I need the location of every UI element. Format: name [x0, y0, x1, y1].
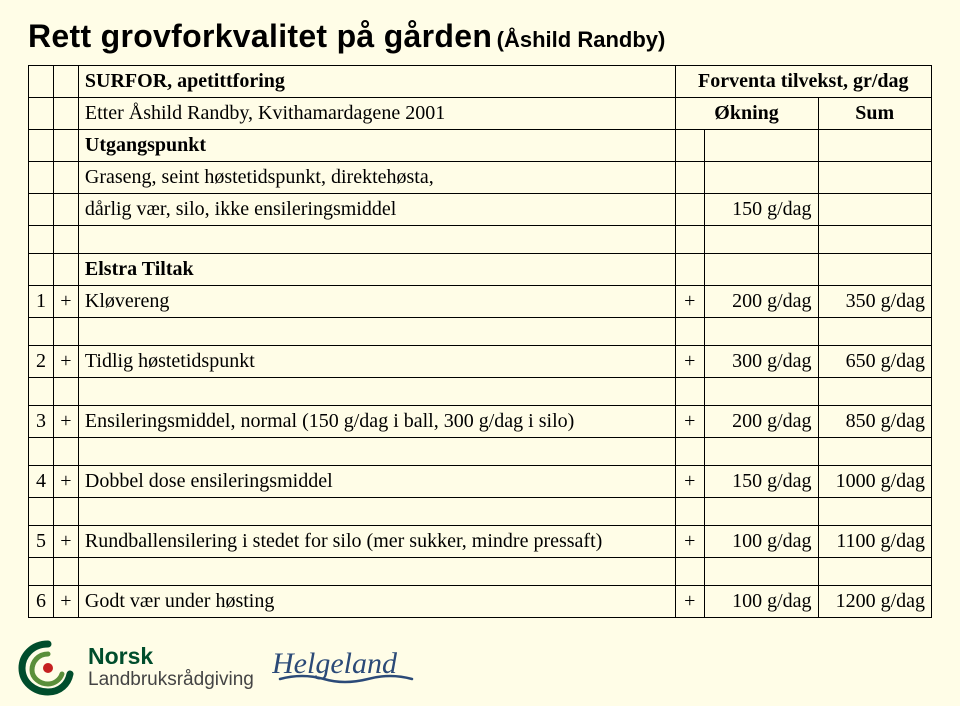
table-row: 2+Tidlig høstetidspunkt+300 g/dag650 g/d… — [29, 346, 932, 378]
row-sum: 850 g/dag — [818, 406, 932, 438]
row-plus: + — [675, 586, 704, 618]
base-label-1: Utgangspunkt — [78, 130, 675, 162]
blank-row — [29, 498, 932, 526]
row-index: 3 — [29, 406, 54, 438]
row-sum: 650 g/dag — [818, 346, 932, 378]
blank-row — [29, 378, 932, 406]
row-plus: + — [675, 406, 704, 438]
row-index: 5 — [29, 526, 54, 558]
base-label-2: Graseng, seint høstetidspunkt, direktehø… — [78, 162, 675, 194]
table-row: 6+Godt vær under høsting+100 g/dag1200 g… — [29, 586, 932, 618]
row-index: 4 — [29, 466, 54, 498]
row-val: 200 g/dag — [705, 286, 818, 318]
blank-row — [29, 226, 932, 254]
table-row: 4+Dobbel dose ensileringsmiddel+150 g/da… — [29, 466, 932, 498]
section-title: Elstra Tiltak — [78, 254, 675, 286]
row-plus: + — [675, 526, 704, 558]
helgeland-text: Helgeland — [272, 647, 398, 680]
row-index: 6 — [29, 586, 54, 618]
data-table: SURFOR, apetittforing Forventa tilvekst,… — [28, 65, 932, 618]
header-okning: Økning — [675, 98, 818, 130]
row-sign: + — [53, 586, 78, 618]
row-val: 300 g/dag — [705, 346, 818, 378]
row-index: 1 — [29, 286, 54, 318]
nlr-logo: Norsk Landbruksrådgiving — [18, 638, 254, 696]
logo-text: Norsk Landbruksrådgiving — [88, 645, 254, 689]
base-value: 150 g/dag — [705, 194, 818, 226]
header-left-b: Etter Åshild Randby, Kvithamardagene 200… — [78, 98, 675, 130]
row-sign: + — [53, 526, 78, 558]
row-sign: + — [53, 406, 78, 438]
helgeland-logo: Helgeland — [272, 643, 422, 692]
row-plus: + — [675, 286, 704, 318]
row-val: 200 g/dag — [705, 406, 818, 438]
logo-main-text: Norsk — [88, 645, 254, 668]
blank-row — [29, 438, 932, 466]
title-main: Rett grovforkvalitet på gården — [28, 18, 492, 54]
blank-row — [29, 318, 932, 346]
logo-sub-text: Landbruksrådgiving — [88, 670, 254, 689]
row-sum: 1000 g/dag — [818, 466, 932, 498]
row-sum: 350 g/dag — [818, 286, 932, 318]
swirl-icon — [18, 638, 78, 696]
row-desc: Rundballensilering i stedet for silo (me… — [78, 526, 675, 558]
row-sign: + — [53, 346, 78, 378]
row-sum: 1200 g/dag — [818, 586, 932, 618]
table-row: 3+Ensileringsmiddel, normal (150 g/dag i… — [29, 406, 932, 438]
section-title-row: Elstra Tiltak — [29, 254, 932, 286]
row-desc: Tidlig høstetidspunkt — [78, 346, 675, 378]
base-row-1: Utgangspunkt — [29, 130, 932, 162]
row-desc: Godt vær under høsting — [78, 586, 675, 618]
row-desc: Dobbel dose ensileringsmiddel — [78, 466, 675, 498]
header-left-a: SURFOR, apetittforing — [78, 66, 675, 98]
page-title: Rett grovforkvalitet på gården (Åshild R… — [28, 18, 932, 55]
base-row-2: Graseng, seint høstetidspunkt, direktehø… — [29, 162, 932, 194]
footer: Norsk Landbruksrådgiving Helgeland — [18, 638, 422, 696]
table-row: 5+Rundballensilering i stedet for silo (… — [29, 526, 932, 558]
row-sign: + — [53, 466, 78, 498]
base-label-3: dårlig vær, silo, ikke ensileringsmiddel — [78, 194, 675, 226]
row-desc: Kløvereng — [78, 286, 675, 318]
row-plus: + — [675, 346, 704, 378]
table-header-row-2: Etter Åshild Randby, Kvithamardagene 200… — [29, 98, 932, 130]
row-sum: 1100 g/dag — [818, 526, 932, 558]
row-plus: + — [675, 466, 704, 498]
title-sub: (Åshild Randby) — [497, 27, 666, 52]
table-row: 1+Kløvereng+200 g/dag350 g/dag — [29, 286, 932, 318]
row-desc: Ensileringsmiddel, normal (150 g/dag i b… — [78, 406, 675, 438]
blank-row — [29, 558, 932, 586]
row-val: 150 g/dag — [705, 466, 818, 498]
row-sign: + — [53, 286, 78, 318]
base-row-3: dårlig vær, silo, ikke ensileringsmiddel… — [29, 194, 932, 226]
header-sum: Sum — [818, 98, 932, 130]
row-val: 100 g/dag — [705, 586, 818, 618]
row-val: 100 g/dag — [705, 526, 818, 558]
table-header-row-1: SURFOR, apetittforing Forventa tilvekst,… — [29, 66, 932, 98]
page: Rett grovforkvalitet på gården (Åshild R… — [0, 0, 960, 706]
header-right-a: Forventa tilvekst, gr/dag — [675, 66, 931, 98]
row-index: 2 — [29, 346, 54, 378]
